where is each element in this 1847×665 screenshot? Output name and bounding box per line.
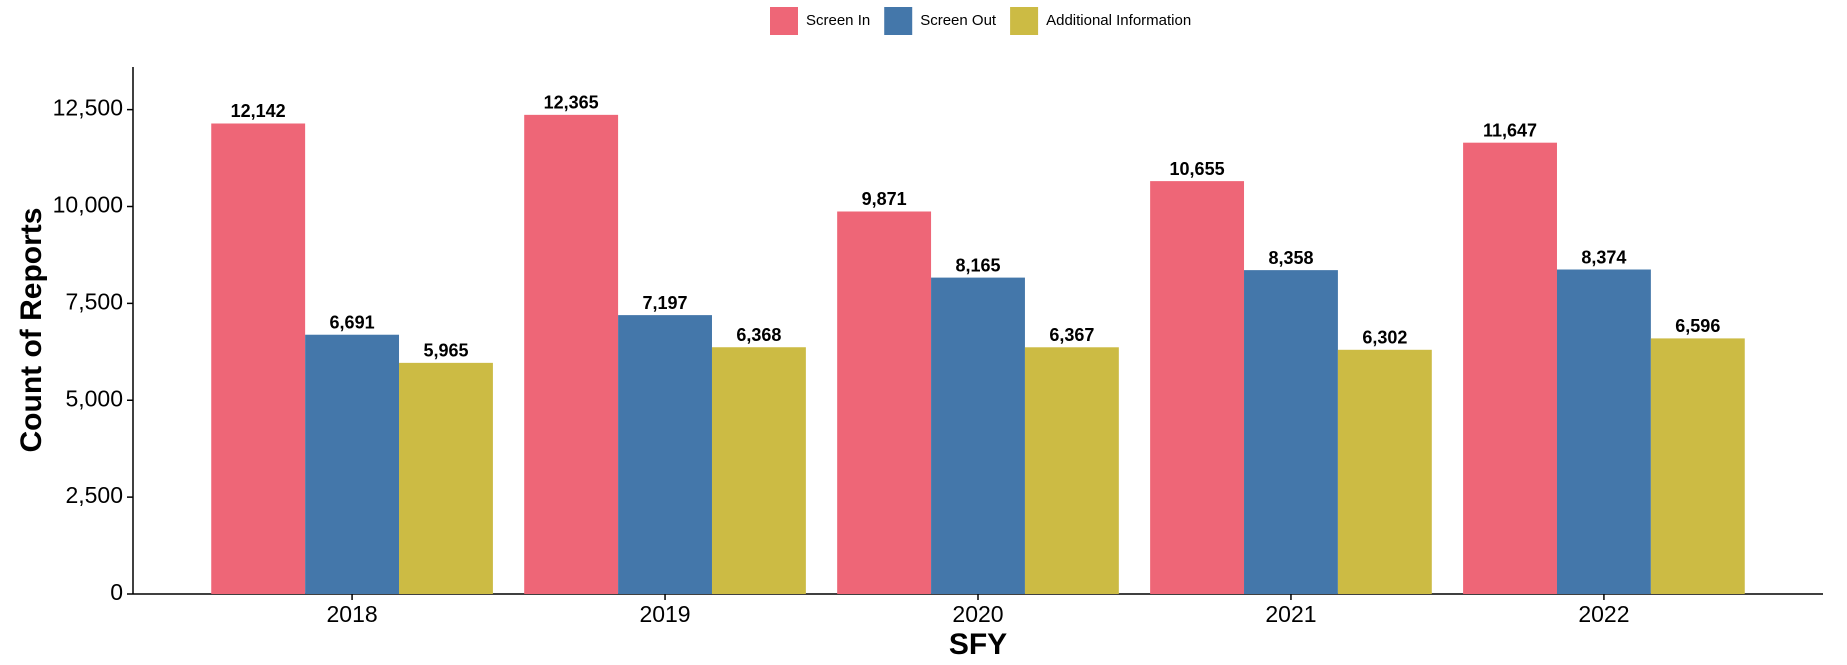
value-label: 5,965 — [423, 341, 468, 361]
bar — [931, 277, 1025, 594]
bar — [618, 315, 712, 594]
value-label: 6,596 — [1675, 316, 1720, 336]
bar — [837, 211, 932, 594]
bar — [1150, 181, 1245, 594]
x-tick-label: 2021 — [1265, 601, 1316, 627]
bar — [711, 347, 806, 594]
y-tick-label: 5,000 — [65, 385, 123, 411]
legend-label: Screen Out — [920, 12, 997, 29]
value-label: 12,365 — [544, 93, 599, 113]
value-label: 7,197 — [643, 293, 688, 313]
legend-swatch — [884, 7, 913, 35]
value-label: 6,691 — [330, 312, 375, 332]
value-label: 9,871 — [862, 189, 907, 209]
bar — [305, 334, 400, 594]
value-label: 6,302 — [1362, 328, 1407, 348]
y-tick-label: 12,500 — [53, 95, 123, 121]
y-axis-title: Count of Reports — [15, 208, 48, 453]
value-label: 6,367 — [1049, 325, 1094, 345]
bar — [1650, 338, 1745, 594]
value-label: 6,368 — [736, 325, 781, 345]
bar — [1024, 347, 1119, 594]
value-label: 10,655 — [1170, 159, 1225, 179]
bar — [1337, 349, 1432, 594]
value-label: 8,358 — [1268, 248, 1313, 268]
y-tick-label: 0 — [110, 579, 123, 605]
legend-swatch — [1010, 7, 1039, 35]
legend-swatch — [770, 7, 798, 35]
bar — [1244, 270, 1338, 594]
x-axis-title: SFY — [949, 628, 1007, 661]
value-label: 8,374 — [1581, 247, 1626, 267]
y-tick-label: 7,500 — [65, 288, 123, 314]
x-tick-label: 2019 — [639, 601, 690, 627]
value-label: 11,647 — [1483, 120, 1537, 140]
bar — [399, 362, 493, 594]
x-tick-label: 2022 — [1578, 601, 1629, 627]
y-tick-label: 10,000 — [53, 192, 123, 218]
x-tick-label: 2020 — [952, 601, 1003, 627]
value-label: 8,165 — [955, 255, 1000, 275]
bar — [1556, 269, 1651, 594]
value-label: 12,142 — [231, 101, 286, 121]
bar — [524, 114, 619, 594]
y-tick-label: 2,500 — [65, 482, 123, 508]
bar — [211, 123, 306, 594]
legend-label: Additional Information — [1046, 12, 1191, 29]
x-tick-label: 2018 — [326, 601, 377, 627]
legend-label: Screen In — [806, 12, 870, 29]
bar — [1463, 142, 1557, 594]
